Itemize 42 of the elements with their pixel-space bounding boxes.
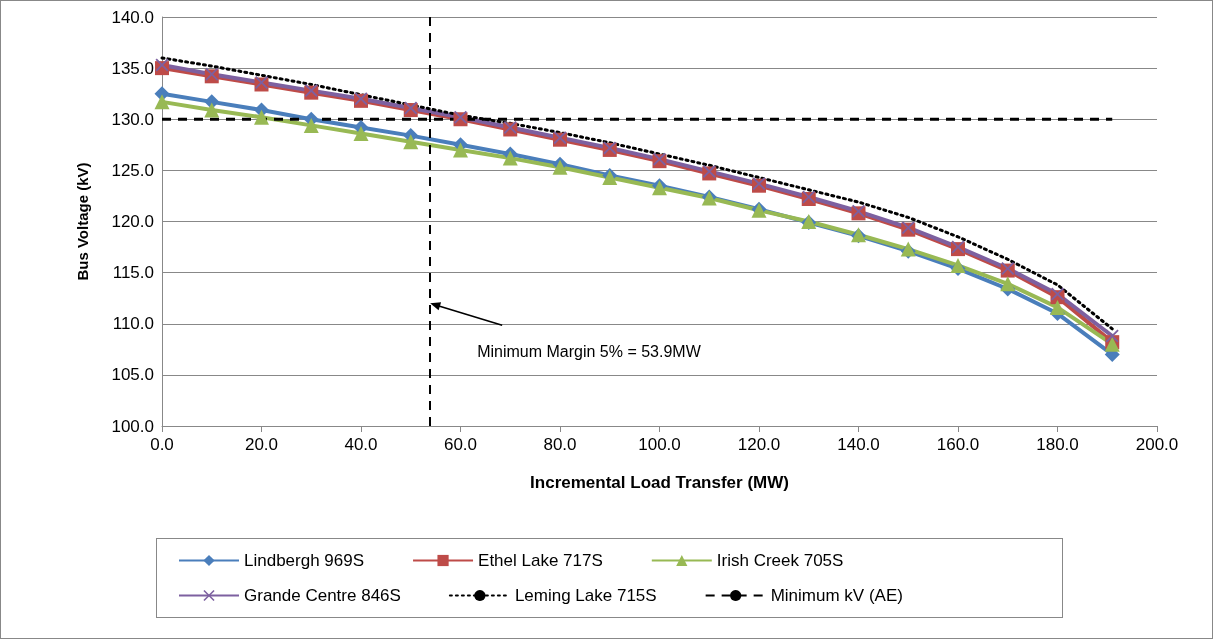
annotation: Minimum Margin 5% = 53.9MW — [477, 343, 702, 361]
y-tick-label: 135.0 — [111, 58, 154, 78]
point — [155, 58, 169, 72]
y-tick-label: 125.0 — [111, 160, 154, 180]
point — [502, 150, 518, 166]
x-axis-title: Incremental Load Transfer (MW) — [530, 473, 789, 492]
x-tick-label: 0.0 — [150, 435, 174, 454]
x-tick-label: 200.0 — [1135, 435, 1179, 454]
point — [204, 102, 220, 118]
y-tick-label: 105.0 — [111, 365, 154, 385]
point — [453, 142, 468, 158]
x-tick-label: 60.0 — [443, 435, 478, 454]
x-tick-label: 140.0 — [837, 435, 880, 454]
y-tick-label: 120.0 — [111, 212, 154, 231]
y-tick-label: 130.0 — [111, 109, 154, 129]
point — [403, 134, 419, 150]
legend-label: Irish Creek 705S — [716, 551, 844, 570]
point — [1000, 276, 1016, 292]
y-tick-label: 110.0 — [112, 314, 154, 334]
point — [950, 257, 966, 273]
point — [353, 126, 369, 142]
point — [1105, 329, 1119, 343]
y-tick-label: 115.0 — [112, 263, 154, 283]
x-tick-label: 120.0 — [737, 435, 781, 454]
point — [1050, 299, 1065, 315]
x-tick-label: 40.0 — [344, 435, 378, 454]
point — [254, 109, 269, 125]
y-tick-label: 100.0 — [111, 416, 154, 436]
legend-label: Leming Lake 715S — [514, 586, 657, 605]
legend-label: Minimum kV (AE) — [770, 586, 903, 605]
x-tick-label: 80.0 — [543, 435, 577, 454]
x-tick-label: 180.0 — [1036, 435, 1079, 454]
y-axis-title: Bus Voltage (kV) — [74, 162, 91, 281]
legend-label: Grande Centre 846S — [244, 586, 401, 605]
legend-label: Ethel Lake 717S — [478, 551, 603, 570]
legend-label: Lindbergh 969S — [244, 551, 365, 570]
point — [303, 117, 319, 133]
point — [154, 94, 170, 110]
x-tick-label: 100.0 — [638, 435, 681, 454]
x-tick-label: 160.0 — [936, 435, 980, 454]
y-tick-label: 140.0 — [111, 7, 154, 27]
x-tick-label: 20.0 — [244, 435, 279, 454]
